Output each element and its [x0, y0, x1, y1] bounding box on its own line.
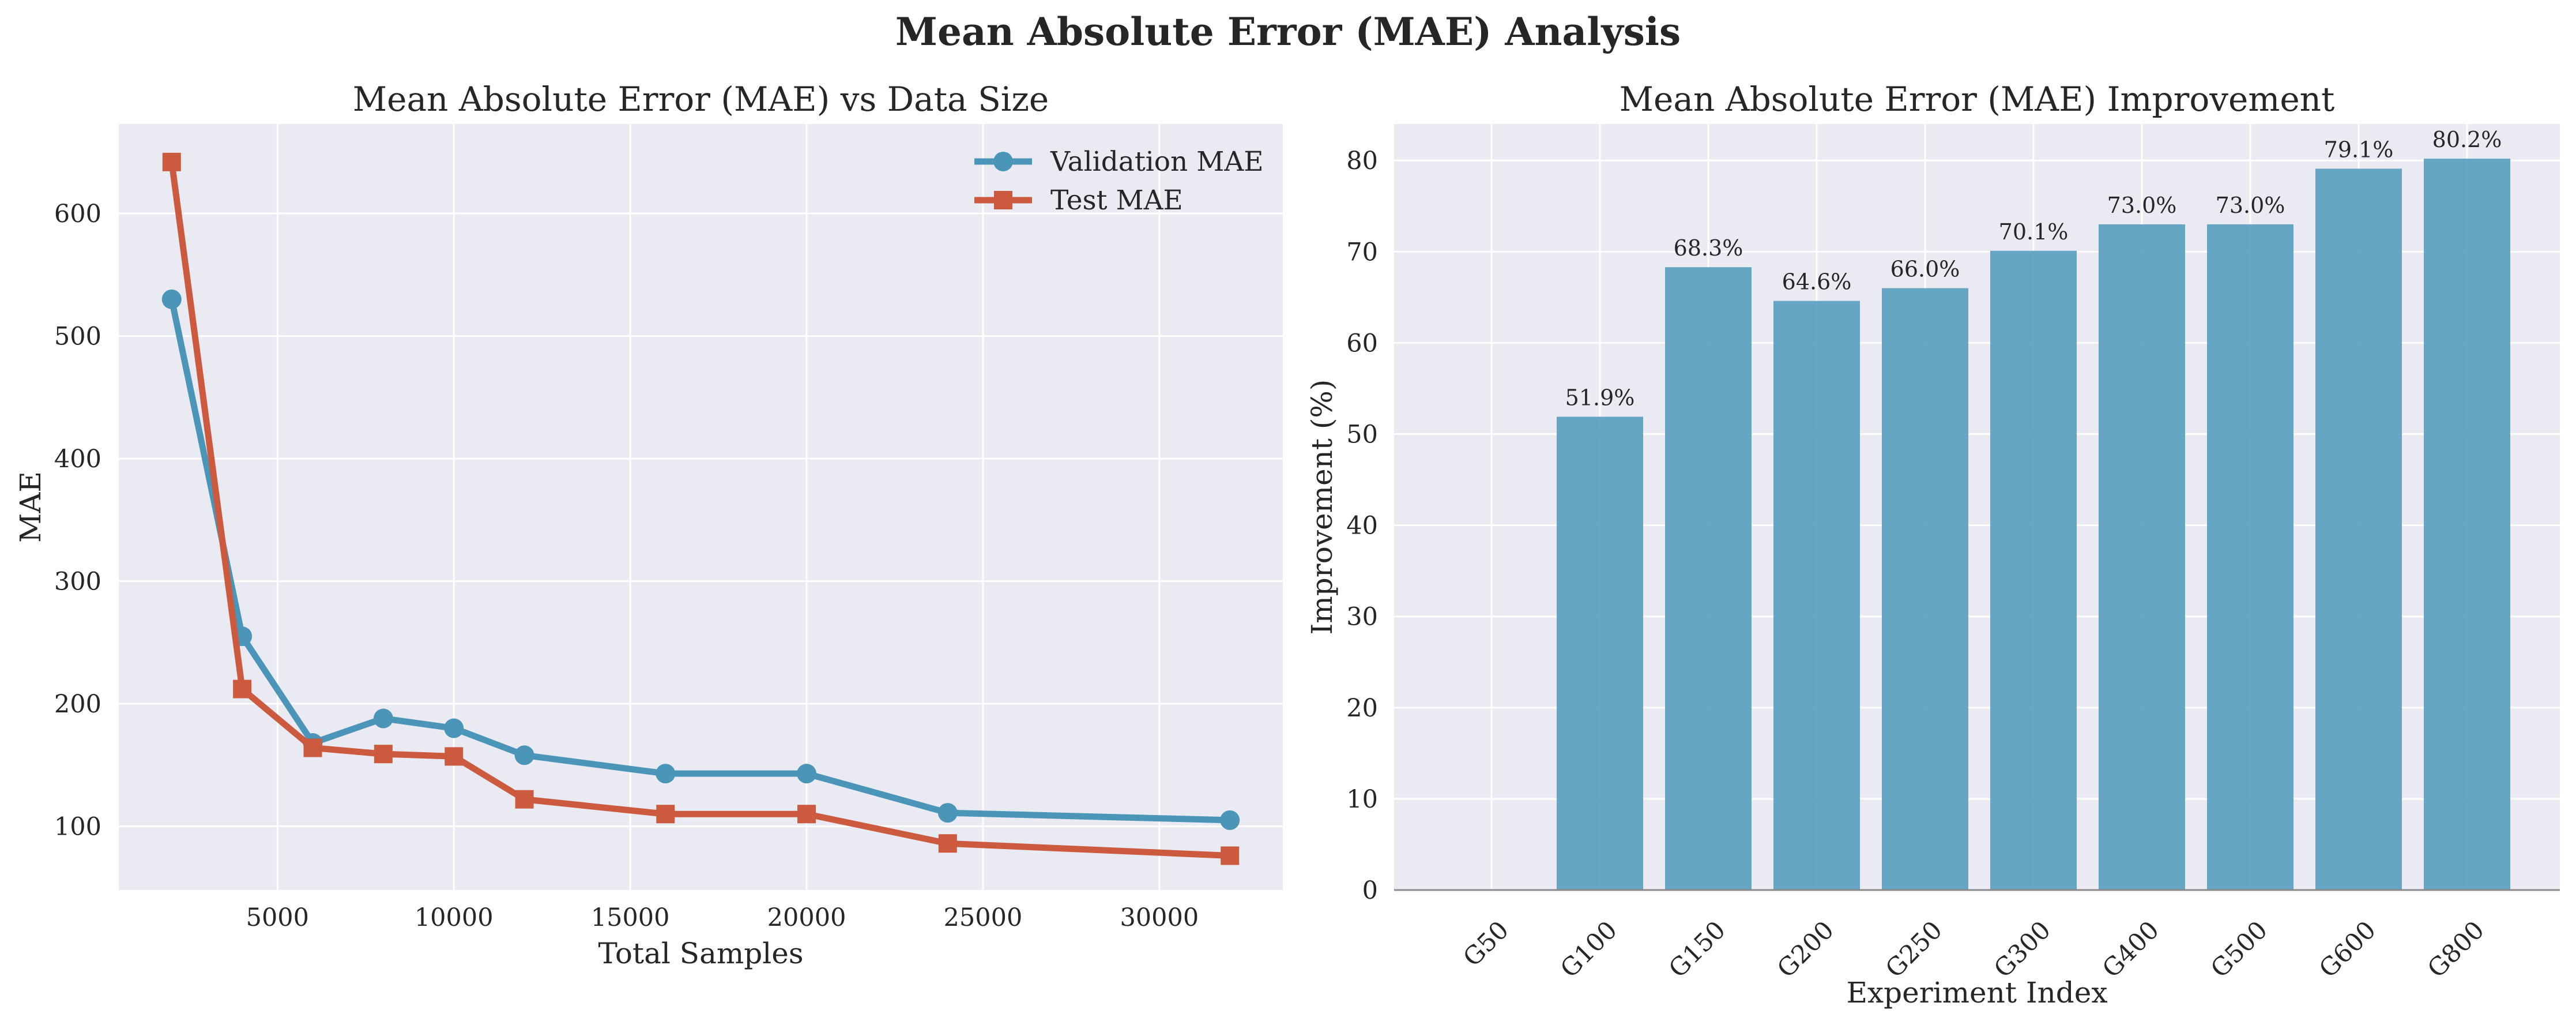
bar-G600 [2315, 168, 2402, 890]
bar-chart-x-tick-label: G300 [1989, 915, 2057, 983]
series-test-point [797, 805, 816, 824]
line-chart-y-tick-label: 400 [54, 445, 101, 474]
series-test-point [1221, 846, 1240, 865]
bar-G800 [2424, 159, 2510, 891]
figure-title: Mean Absolute Error (MAE) Analysis [895, 9, 1681, 54]
bar-chart-y-tick-label: 80 [1346, 147, 1378, 175]
line-chart-y-tick-label: 500 [54, 322, 101, 351]
line-chart-y-tick-label: 300 [54, 568, 101, 596]
bar-chart-x-tick-label: G600 [2314, 915, 2382, 983]
bar-G150 [1665, 267, 1752, 891]
bar-chart-x-axis-label: Experiment Index [1846, 976, 2107, 1009]
bar-chart-y-tick-label: 40 [1346, 512, 1378, 540]
line-chart-y-tick-label: 600 [54, 200, 101, 228]
line-chart-x-tick-label: 10000 [415, 903, 494, 932]
bar-data-label: 66.0% [1890, 257, 1960, 282]
bar-data-label: 73.0% [2216, 193, 2285, 218]
legend-test-label: Test MAE [1050, 185, 1183, 216]
series-validation-point [937, 803, 958, 823]
bar-G100 [1557, 416, 1643, 890]
line-chart-grid [119, 124, 1283, 890]
legend-test-marker [994, 191, 1012, 209]
line-chart-y-tick-label: 200 [54, 690, 101, 719]
series-test-point [374, 745, 393, 764]
bar-chart-x-tick-label: G800 [2422, 915, 2490, 983]
bar-data-label: 68.3% [1674, 235, 1743, 261]
series-test-point [233, 679, 252, 699]
bar-chart-x-tick-label: G50 [1458, 915, 1514, 972]
line-chart-x-tick-label: 5000 [246, 903, 309, 932]
bar-chart-y-tick-label: 60 [1346, 329, 1378, 358]
line-chart-y-tick-label: 100 [54, 813, 101, 842]
bar-chart-y-axis-label: Improvement (%) [1305, 380, 1339, 635]
line-chart-ticks: 5000 10000 15000 20000 25000 30000 100 200 300 40… [54, 200, 1199, 932]
bar-chart-x-tick-label: G400 [2097, 915, 2165, 983]
bar-chart-y-tick-label: 30 [1346, 603, 1378, 632]
bar-data-label: 73.0% [2107, 193, 2177, 218]
bar-chart-y-tick-label: 20 [1346, 694, 1378, 723]
bar-chart-title: Mean Absolute Error (MAE) Improvement [1620, 80, 2335, 119]
bar-chart-y-tick-label: 0 [1362, 876, 1378, 905]
line-chart-x-tick-label: 30000 [1120, 903, 1199, 932]
series-test-point [162, 152, 181, 171]
line-chart-x-tick-label: 15000 [591, 903, 670, 932]
bar-G400 [2099, 224, 2185, 890]
series-test-line [168, 159, 1233, 859]
bar-chart-y-tick-label: 70 [1346, 238, 1378, 266]
series-validation-line [168, 296, 1233, 824]
line-chart-series [161, 152, 1240, 865]
bar-data-label: 64.6% [1782, 269, 1852, 295]
line-chart: 5000 10000 15000 20000 25000 30000 100 200 300 40… [14, 80, 1283, 970]
series-test-point [303, 738, 322, 757]
bar-data-label: 70.1% [1999, 219, 2069, 245]
bar-chart-y-tick-label: 50 [1346, 420, 1378, 449]
bar-chart-x-tick-label: G500 [2205, 915, 2273, 983]
bar-chart-bars: 51.9% 68.3% 64.6% 66.0% 70.1% 73.0% 73.0% 79.1%… [1557, 127, 2510, 891]
bar-data-label: 51.9% [1565, 385, 1635, 410]
bar-G250 [1882, 288, 1968, 891]
bar-chart: 51.9% 68.3% 64.6% 66.0% 70.1% 73.0% 73.0% 79.1%… [1305, 80, 2560, 1009]
bar-G300 [1990, 250, 2077, 890]
line-chart-x-axis-label: Total Samples [598, 937, 803, 970]
line-chart-x-tick-label: 20000 [767, 903, 846, 932]
series-test-point [656, 805, 675, 824]
bar-G200 [1773, 301, 1860, 890]
legend-validation-label: Validation MAE [1050, 146, 1264, 178]
bar-chart-x-tick-label: G200 [1772, 915, 1840, 983]
line-chart-title: Mean Absolute Error (MAE) vs Data Size [353, 80, 1049, 119]
line-chart-y-axis-label: MAE [14, 471, 47, 543]
series-validation-point [161, 289, 182, 309]
series-validation-point [444, 718, 464, 738]
bar-chart-y-tick-label: 10 [1346, 785, 1378, 814]
series-validation-point [373, 708, 393, 729]
bar-G500 [2207, 224, 2293, 890]
series-validation-point [797, 764, 817, 784]
series-validation-point [656, 764, 676, 784]
series-test-point [938, 834, 957, 853]
line-chart-legend: Validation MAE Test MAE [974, 146, 1264, 216]
legend-validation-marker [993, 152, 1013, 171]
bar-chart-x-tick-label: G250 [1880, 915, 1948, 983]
series-validation-point [1220, 810, 1240, 830]
series-test-point [445, 747, 464, 766]
series-test-point [515, 790, 534, 809]
bar-data-label: 80.2% [2432, 127, 2502, 152]
bar-data-label: 79.1% [2324, 137, 2394, 162]
bar-chart-x-tick-label: G150 [1663, 915, 1731, 983]
line-chart-x-tick-label: 25000 [944, 903, 1023, 932]
line-chart-plot-area [119, 124, 1283, 890]
bar-chart-x-tick-label: G100 [1555, 915, 1623, 983]
series-validation-point [514, 745, 534, 765]
